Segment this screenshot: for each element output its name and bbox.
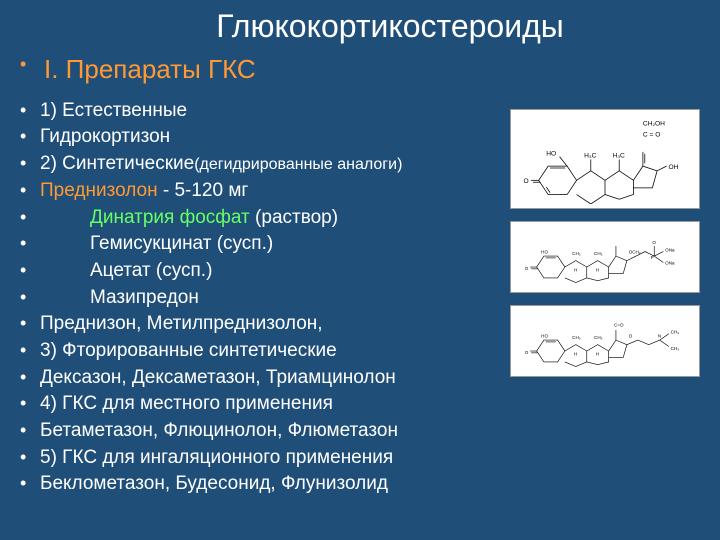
svg-text:CH₂OH: CH₂OH [643, 120, 665, 127]
bullet-icon: • [20, 125, 30, 148]
bullet-icon: • [20, 206, 30, 229]
line-text: Динатрия фосфат (раствор) [40, 206, 338, 231]
bullet-icon: • [20, 286, 30, 309]
line-text: Преднизолон - 5-120 мг [40, 179, 248, 204]
svg-text:CH₃: CH₃ [671, 330, 680, 335]
svg-text:H₃C: H₃C [613, 152, 625, 159]
svg-text:O: O [524, 178, 529, 185]
list-item: • Бетаметазон, Флюцинолон, Флюметазон [20, 419, 500, 444]
slide: Глюкокортикостероиды • I. Препараты ГКС … [0, 0, 720, 540]
subtitle-line: • I. Препараты ГКС [20, 53, 700, 97]
list-item: • Беклометазон, Будесонид, Флунизолид [20, 472, 500, 497]
svg-text:OH: OH [668, 164, 678, 171]
svg-text:HO: HO [541, 333, 548, 338]
line-text: 3) Фторированные синтетические [40, 339, 337, 364]
line-text: 5) ГКС для ингаляционного применения [40, 446, 393, 471]
svg-text:CH₃: CH₃ [572, 251, 581, 256]
line-text: Гемисукцинат (сусп.) [40, 232, 273, 257]
svg-text:H: H [574, 267, 577, 272]
svg-text:HO: HO [541, 249, 548, 254]
list-item: • Мазипредон [20, 286, 500, 311]
svg-text:CH₃: CH₃ [572, 335, 581, 340]
list-item: • Динатрия фосфат (раствор) [20, 206, 500, 231]
line-text: Гидрокортизон [40, 125, 170, 150]
subtitle-text: I. Препараты ГКС [40, 53, 256, 87]
bullet-icon: • [20, 179, 30, 202]
bullet-icon: • [20, 392, 30, 415]
line-text: Преднизон, Метилпреднизолон, [40, 312, 323, 337]
svg-text:OCH₂: OCH₂ [629, 249, 641, 254]
svg-text:H: H [596, 351, 599, 356]
list-item: • 2) Синтетические(дегидрированные аналог… [20, 152, 500, 177]
list-item: • 5) ГКС для ингаляционного применения [20, 446, 500, 471]
text-column: • 1) Естественные • Гидрокортизон • 2) Синтет… [20, 99, 500, 499]
chemical-structure-3: HO CH₃ CH₃ H H O C=O O N CH₃ CH₃ [510, 305, 700, 377]
svg-text:H₃C: H₃C [584, 152, 596, 159]
list-item: • Дексазон, Дексаметазон, Триамцинолон [20, 366, 500, 391]
svg-text:CH₃: CH₃ [594, 251, 603, 256]
svg-text:O: O [652, 240, 656, 245]
bullet-icon: • [20, 152, 30, 175]
svg-text:O: O [629, 333, 633, 338]
content-area: • 1) Естественные • Гидрокортизон • 2) Синтет… [20, 99, 700, 499]
svg-text:O: O [525, 266, 529, 271]
svg-text:N: N [658, 333, 661, 338]
line-text: Беклометазон, Будесонид, Флунизолид [40, 472, 388, 497]
bullet-icon: • [20, 99, 30, 122]
svg-text:C=O: C=O [614, 322, 624, 327]
list-item: • Преднизолон - 5-120 мг [20, 179, 500, 204]
line-text: Мазипредон [40, 286, 199, 311]
bullet-icon: • [20, 339, 30, 362]
list-item: • 1) Естественные [20, 99, 500, 124]
svg-text:CH₃: CH₃ [594, 335, 603, 340]
line-text: Дексазон, Дексаметазон, Триамцинолон [40, 366, 396, 391]
list-item: • Ацетат (сусп.) [20, 259, 500, 284]
line-text: Бетаметазон, Флюцинолон, Флюметазон [40, 419, 398, 444]
line-text: 1) Естественные [40, 99, 187, 124]
line-text: 2) Синтетические(дегидрированные аналоги… [40, 152, 402, 177]
bullet-icon: • [20, 312, 30, 335]
svg-text:H: H [596, 267, 599, 272]
list-item: • Гидрокортизон [20, 125, 500, 150]
slide-title: Глюкокортикостероиды [20, 8, 700, 45]
list-item: • 4) ГКС для местного применения [20, 392, 500, 417]
svg-text:ONa: ONa [665, 247, 675, 252]
list-item: • Гемисукцинат (сусп.) [20, 232, 500, 257]
bullet-icon: • [20, 446, 30, 469]
bullet-icon: • [20, 232, 30, 255]
line-text: Ацетат (сусп.) [40, 259, 212, 284]
svg-text:H: H [574, 351, 577, 356]
svg-text:HO: HO [546, 150, 556, 157]
image-column: CH₂OH C = O OH H₃C H₃C HO O [510, 99, 700, 499]
svg-text:P: P [651, 255, 654, 260]
bullet-icon: • [20, 366, 30, 389]
line-text: 4) ГКС для местного применения [40, 392, 333, 417]
list-item: • Преднизон, Метилпреднизолон, [20, 312, 500, 337]
svg-text:O: O [525, 350, 529, 355]
chemical-structure-2: HO CH₃ CH₃ H H O OCH₂ ONa O ONa P [510, 221, 700, 293]
chemical-structure-1: CH₂OH C = O OH H₃C H₃C HO O [510, 109, 700, 209]
bullet-icon: • [20, 472, 30, 495]
svg-text:C = O: C = O [643, 132, 661, 139]
bullet-icon: • [20, 53, 30, 76]
bullet-icon: • [20, 259, 30, 282]
svg-text:CH₃: CH₃ [671, 346, 680, 351]
bullet-icon: • [20, 419, 30, 442]
list-item: • 3) Фторированные синтетические [20, 339, 500, 364]
svg-text:ONa: ONa [665, 260, 675, 265]
